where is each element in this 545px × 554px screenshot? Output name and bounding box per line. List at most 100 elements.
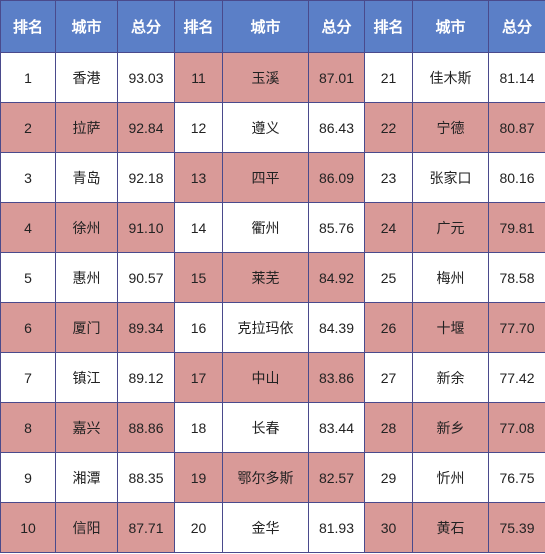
rank-cell: 30 xyxy=(364,502,413,553)
city-cell: 张家口 xyxy=(412,152,489,203)
city-cell: 克拉玛依 xyxy=(222,302,309,353)
rank-cell: 15 xyxy=(174,252,223,303)
table-row: 9 湘潭 88.35 19 鄂尔多斯 82.57 29 忻州 76.75 xyxy=(0,452,545,503)
score-cell: 92.84 xyxy=(117,102,175,153)
rank-cell: 5 xyxy=(0,252,56,303)
score-cell: 87.01 xyxy=(308,52,365,103)
rank-cell: 11 xyxy=(174,52,223,103)
score-cell: 86.43 xyxy=(308,102,365,153)
city-cell: 嘉兴 xyxy=(55,402,118,453)
city-cell: 玉溪 xyxy=(222,52,309,103)
header-score: 总分 xyxy=(117,0,175,53)
table-row: 4 徐州 91.10 14 衢州 85.76 24 广元 79.81 xyxy=(0,202,545,253)
header-city: 城市 xyxy=(412,0,489,53)
score-cell: 80.16 xyxy=(488,152,545,203)
score-cell: 84.92 xyxy=(308,252,365,303)
city-cell: 广元 xyxy=(412,202,489,253)
header-score: 总分 xyxy=(488,0,545,53)
rank-cell: 27 xyxy=(364,352,413,403)
score-cell: 77.70 xyxy=(488,302,545,353)
city-cell: 惠州 xyxy=(55,252,118,303)
score-cell: 91.10 xyxy=(117,202,175,253)
city-cell: 遵义 xyxy=(222,102,309,153)
rank-cell: 24 xyxy=(364,202,413,253)
score-cell: 88.35 xyxy=(117,452,175,503)
city-cell: 十堰 xyxy=(412,302,489,353)
table-body: 1 香港 93.03 11 玉溪 87.01 21 佳木斯 81.14 2 拉萨 92.84 12 遵义 8… xyxy=(0,52,545,553)
city-cell: 新乡 xyxy=(412,402,489,453)
rank-cell: 9 xyxy=(0,452,56,503)
rank-cell: 18 xyxy=(174,402,223,453)
score-cell: 81.93 xyxy=(308,502,365,553)
rank-cell: 8 xyxy=(0,402,56,453)
score-cell: 78.58 xyxy=(488,252,545,303)
score-cell: 82.57 xyxy=(308,452,365,503)
rank-cell: 20 xyxy=(174,502,223,553)
header-row: 排名 城市 总分 排名 城市 总分 排名 城市 总分 xyxy=(0,0,545,53)
city-cell: 湘潭 xyxy=(55,452,118,503)
score-cell: 84.39 xyxy=(308,302,365,353)
table-row: 7 镇江 89.12 17 中山 83.86 27 新余 77.42 xyxy=(0,352,545,403)
score-cell: 83.86 xyxy=(308,352,365,403)
table-row: 3 青岛 92.18 13 四平 86.09 23 张家口 80.16 xyxy=(0,152,545,203)
city-cell: 青岛 xyxy=(55,152,118,203)
city-cell: 衢州 xyxy=(222,202,309,253)
rank-cell: 17 xyxy=(174,352,223,403)
city-cell: 梅州 xyxy=(412,252,489,303)
rank-cell: 22 xyxy=(364,102,413,153)
rank-cell: 1 xyxy=(0,52,56,103)
score-cell: 81.14 xyxy=(488,52,545,103)
city-cell: 四平 xyxy=(222,152,309,203)
header-score: 总分 xyxy=(308,0,365,53)
city-cell: 信阳 xyxy=(55,502,118,553)
table-row: 2 拉萨 92.84 12 遵义 86.43 22 宁德 80.87 xyxy=(0,102,545,153)
rank-cell: 26 xyxy=(364,302,413,353)
city-cell: 新余 xyxy=(412,352,489,403)
score-cell: 90.57 xyxy=(117,252,175,303)
table-row: 10 信阳 87.71 20 金华 81.93 30 黄石 75.39 xyxy=(0,502,545,553)
rank-cell: 12 xyxy=(174,102,223,153)
score-cell: 89.12 xyxy=(117,352,175,403)
city-cell: 鄂尔多斯 xyxy=(222,452,309,503)
city-cell: 忻州 xyxy=(412,452,489,503)
rank-cell: 19 xyxy=(174,452,223,503)
city-cell: 香港 xyxy=(55,52,118,103)
table-row: 1 香港 93.03 11 玉溪 87.01 21 佳木斯 81.14 xyxy=(0,52,545,103)
score-cell: 92.18 xyxy=(117,152,175,203)
score-cell: 89.34 xyxy=(117,302,175,353)
city-cell: 中山 xyxy=(222,352,309,403)
rank-cell: 13 xyxy=(174,152,223,203)
city-cell: 拉萨 xyxy=(55,102,118,153)
rank-cell: 2 xyxy=(0,102,56,153)
header-rank: 排名 xyxy=(0,0,56,53)
rank-cell: 16 xyxy=(174,302,223,353)
city-cell: 长春 xyxy=(222,402,309,453)
header-city: 城市 xyxy=(55,0,118,53)
score-cell: 79.81 xyxy=(488,202,545,253)
city-cell: 莱芜 xyxy=(222,252,309,303)
rank-cell: 10 xyxy=(0,502,56,553)
rank-cell: 23 xyxy=(364,152,413,203)
rank-cell: 6 xyxy=(0,302,56,353)
header-city: 城市 xyxy=(222,0,309,53)
score-cell: 75.39 xyxy=(488,502,545,553)
score-cell: 77.08 xyxy=(488,402,545,453)
rank-cell: 3 xyxy=(0,152,56,203)
city-cell: 金华 xyxy=(222,502,309,553)
table-row: 6 厦门 89.34 16 克拉玛依 84.39 26 十堰 77.70 xyxy=(0,302,545,353)
city-cell: 镇江 xyxy=(55,352,118,403)
city-cell: 黄石 xyxy=(412,502,489,553)
score-cell: 83.44 xyxy=(308,402,365,453)
score-cell: 86.09 xyxy=(308,152,365,203)
score-cell: 80.87 xyxy=(488,102,545,153)
rank-cell: 7 xyxy=(0,352,56,403)
city-cell: 徐州 xyxy=(55,202,118,253)
table-row: 5 惠州 90.57 15 莱芜 84.92 25 梅州 78.58 xyxy=(0,252,545,303)
city-cell: 宁德 xyxy=(412,102,489,153)
rank-cell: 28 xyxy=(364,402,413,453)
score-cell: 85.76 xyxy=(308,202,365,253)
score-cell: 87.71 xyxy=(117,502,175,553)
city-cell: 佳木斯 xyxy=(412,52,489,103)
